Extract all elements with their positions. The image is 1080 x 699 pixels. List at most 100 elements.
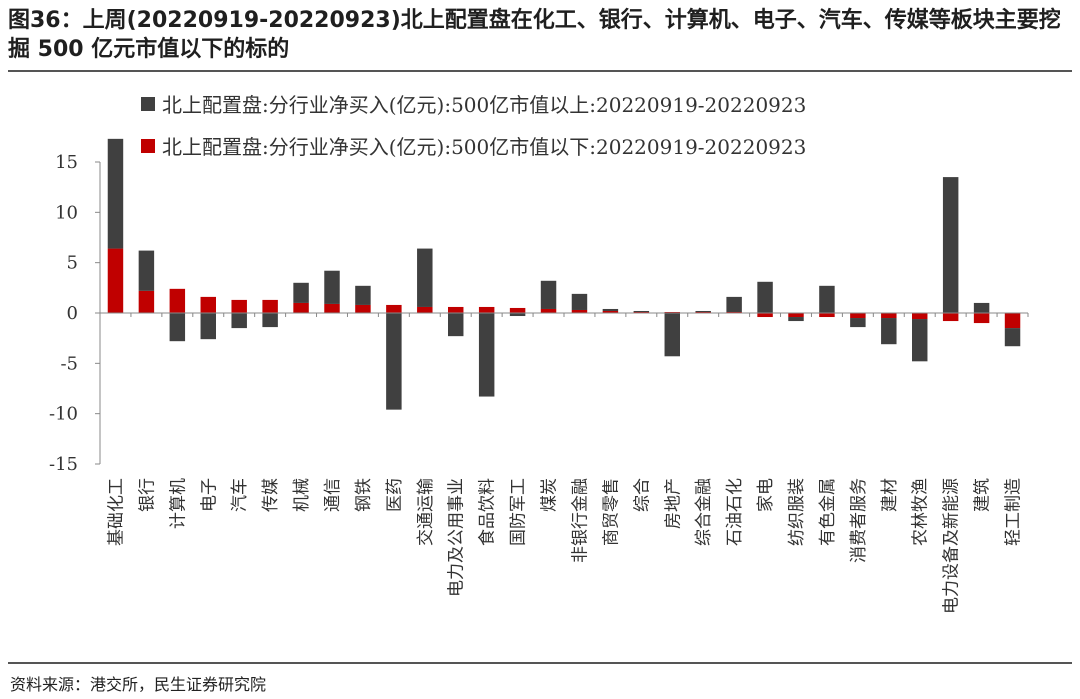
- bar-above-500: [200, 313, 216, 340]
- bar-below-500: [850, 313, 866, 319]
- bar-above-500: [633, 310, 650, 312]
- source-note: 资料来源：港交所，民生证券研究院: [10, 675, 267, 694]
- bar-above-500: [231, 313, 247, 329]
- category-label: 钢铁: [354, 478, 374, 512]
- y-tick-label: 10: [55, 202, 78, 223]
- bar-above-500: [788, 317, 804, 322]
- title-divider: [8, 70, 1072, 72]
- category-label: 家电: [756, 478, 776, 512]
- category-label: 食品饮料: [478, 478, 498, 546]
- bar-above-500: [138, 250, 155, 291]
- category-label: 煤炭: [540, 478, 560, 512]
- bar-above-500: [293, 282, 309, 303]
- y-tick-label: -5: [60, 353, 78, 374]
- bar-below-500: [788, 313, 804, 318]
- bar-below-500: [324, 303, 340, 313]
- bar-below-500: [386, 304, 402, 313]
- bar-above-500: [262, 313, 278, 328]
- bar-below-500: [262, 299, 278, 313]
- category-label: 建材: [880, 478, 900, 512]
- category-labels: 基础化工 银行 计算机 电子 汽车 传媒 机械 通信 钢铁 医药 交通运输 电力及公用事业 食品饮料 国防…: [106, 478, 1023, 614]
- legend-swatch-above: [141, 97, 155, 111]
- category-label: 传媒: [261, 478, 281, 512]
- bar-below-500: [231, 299, 247, 313]
- legend-label-above: 北上配置盘:分行业净买入(亿元):500亿市值以上:20220919-20220…: [162, 93, 806, 117]
- bar-below-500: [571, 309, 588, 313]
- category-label: 石油石化: [725, 478, 745, 546]
- category-label: 建筑: [973, 478, 993, 512]
- bar-above-500: [726, 296, 742, 312]
- category-label: 银行: [137, 478, 157, 512]
- bar-above-500: [757, 281, 773, 313]
- category-label: 房地产: [663, 478, 683, 529]
- bar-below-500: [633, 311, 650, 313]
- bar-above-500: [509, 313, 526, 317]
- bar-above-500: [973, 302, 990, 313]
- bar-above-500: [602, 308, 619, 311]
- bar-below-500: [138, 290, 155, 313]
- bar-below-500: [942, 313, 959, 322]
- category-label: 汽车: [230, 478, 250, 512]
- chart-title: 图36：上周(20220919-20220923)北上配置盘在化工、银行、计算机…: [8, 8, 1061, 62]
- bar-below-500: [912, 313, 928, 320]
- bar-below-500: [602, 310, 619, 313]
- category-label: 非银行金融: [570, 478, 590, 563]
- legend-swatch-below: [141, 139, 155, 153]
- category-label: 机械: [292, 478, 312, 512]
- bar-above-500: [571, 293, 588, 310]
- y-tick-label: 15: [55, 152, 78, 173]
- category-label: 计算机: [168, 478, 188, 529]
- bar-below-500: [293, 302, 309, 313]
- y-tick-label: 5: [67, 253, 78, 274]
- category-label: 农林牧渔: [911, 478, 931, 546]
- bar-below-500: [448, 306, 464, 313]
- category-label: 电力及公用事业: [447, 478, 467, 597]
- bar-below-500: [509, 307, 526, 313]
- category-label: 消费者服务: [849, 478, 869, 563]
- bar-above-500: [695, 310, 711, 312]
- bars: [107, 138, 1021, 410]
- bar-below-500: [169, 288, 186, 313]
- bar-below-500: [107, 248, 124, 313]
- bar-below-500: [200, 296, 216, 313]
- y-axis: 15 10 5 0 -5 -10 -15: [49, 152, 101, 475]
- category-label: 基础化工: [106, 478, 126, 546]
- category-label: 国防军工: [509, 478, 529, 546]
- bar-below-500: [819, 313, 835, 318]
- y-tick-label: 0: [67, 303, 78, 324]
- bar-below-500: [881, 313, 897, 319]
- y-tick-label: -15: [49, 454, 78, 475]
- bar-above-500: [664, 313, 680, 357]
- bar-above-500: [355, 285, 371, 305]
- legend: 北上配置盘:分行业净买入(亿元):500亿市值以上:20220919-20220…: [141, 93, 806, 159]
- bar-below-500: [973, 313, 990, 324]
- footer-divider: [8, 662, 1072, 664]
- bar-above-500: [912, 319, 928, 362]
- y-tick-label: -10: [49, 404, 78, 425]
- bar-above-500: [107, 138, 124, 249]
- bar-below-500: [1004, 313, 1021, 329]
- bar-below-500: [695, 311, 711, 313]
- category-label: 综合: [632, 478, 652, 512]
- bar-above-500: [881, 318, 897, 345]
- x-axis: [99, 312, 1029, 317]
- bar-below-500: [417, 306, 433, 313]
- category-label: 通信: [323, 478, 343, 512]
- bar-below-500: [478, 306, 495, 313]
- category-label: 轻工制造: [1004, 478, 1024, 546]
- bar-above-500: [478, 313, 495, 397]
- bar-above-500: [417, 248, 433, 307]
- bar-above-500: [1004, 328, 1021, 347]
- bar-below-500: [355, 304, 371, 313]
- legend-label-below: 北上配置盘:分行业净买入(亿元):500亿市值以下:20220919-20220…: [162, 135, 806, 159]
- bar-below-500: [726, 311, 742, 313]
- category-label: 交通运输: [416, 478, 436, 546]
- bar-above-500: [386, 313, 402, 410]
- category-label: 纺织服装: [787, 478, 807, 546]
- bar-above-500: [540, 280, 557, 309]
- bar-below-500: [757, 313, 773, 318]
- bar-below-500: [664, 311, 680, 313]
- bar-above-500: [819, 285, 835, 313]
- category-label: 综合金融: [694, 478, 714, 546]
